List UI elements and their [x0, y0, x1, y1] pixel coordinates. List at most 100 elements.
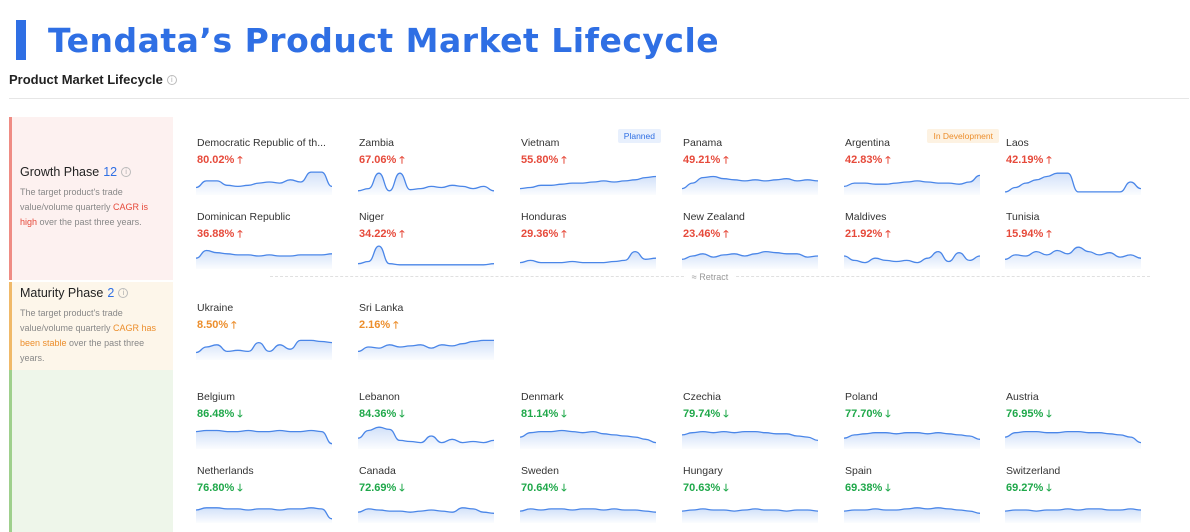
- growth-percent: 70.63%: [683, 482, 721, 494]
- sparkline-line: [195, 171, 333, 189]
- sparkline-area: [682, 431, 818, 449]
- sparkline-area: [844, 507, 980, 523]
- country-name: Czechia: [683, 391, 721, 403]
- sparkline-line: [357, 339, 494, 353]
- sparkline-line: [519, 429, 657, 444]
- country-name: New Zealand: [683, 211, 745, 223]
- arrow-down-icon: 🡓: [885, 483, 891, 494]
- country-card[interactable]: Czechia 79.74% 🡓: [681, 391, 823, 461]
- trend-sparkline: [357, 172, 495, 195]
- growth-percent: 34.22%: [359, 228, 397, 240]
- trend-sparkline: [195, 507, 333, 523]
- sparkline-area: [196, 507, 332, 523]
- country-name: Tunisia: [1006, 211, 1040, 223]
- trend-sparkline: [357, 426, 495, 449]
- sparkline-line: [843, 250, 981, 264]
- arrow-down-icon: 🡓: [237, 409, 243, 420]
- growth-percent: 15.94%: [1006, 228, 1044, 240]
- country-card[interactable]: Sri Lanka 2.16% 🡑: [357, 302, 499, 372]
- growth-value: 86.48% 🡓: [197, 407, 337, 424]
- growth-value: 42.83% 🡑: [845, 153, 985, 170]
- country-card[interactable]: Honduras 29.36% 🡑: [519, 211, 661, 281]
- sparkline-line: [843, 432, 981, 440]
- maturity-desc-pre: The target product's trade value/volume …: [20, 308, 123, 333]
- country-card[interactable]: Denmark 81.14% 🡓: [519, 391, 661, 461]
- country-card[interactable]: Niger 34.22% 🡑: [357, 211, 499, 281]
- sparkline-area: [520, 508, 656, 523]
- trend-sparkline: [195, 171, 333, 195]
- growth-value: 76.95% 🡓: [1006, 407, 1146, 424]
- trend-sparkline: [681, 175, 819, 195]
- growth-phase-panel: Growth Phase 12 i The target product's t…: [9, 117, 173, 280]
- sparkline-line: [681, 430, 819, 442]
- maturity-desc-highlight: CAGR has been stable: [20, 323, 157, 348]
- country-card[interactable]: Zambia 67.06% 🡑: [357, 137, 499, 207]
- retract-toggle[interactable]: ≈ Retract: [270, 271, 1150, 283]
- country-card[interactable]: Canada 72.69% 🡓: [357, 465, 499, 532]
- country-name: Dominican Republic: [197, 211, 291, 223]
- trend-sparkline: [843, 507, 981, 523]
- country-name: Lebanon: [359, 391, 400, 403]
- trend-sparkline: [519, 250, 657, 269]
- country-name: Hungary: [683, 465, 723, 477]
- maturity-phase-label: Maturity Phase: [20, 286, 104, 300]
- trend-sparkline: [843, 250, 981, 269]
- growth-percent: 80.02%: [197, 154, 235, 166]
- growth-value: 36.88% 🡑: [197, 227, 337, 244]
- growth-value: 21.92% 🡑: [845, 227, 985, 244]
- growth-value: 2.16% 🡑: [359, 318, 499, 335]
- growth-percent: 42.19%: [1006, 154, 1044, 166]
- country-name: Spain: [845, 465, 872, 477]
- sparkline-line: [1004, 430, 1142, 444]
- info-icon[interactable]: i: [166, 74, 177, 85]
- growth-percent: 69.27%: [1006, 482, 1044, 494]
- country-card[interactable]: Lebanon 84.36% 🡓: [357, 391, 499, 461]
- trend-sparkline: [1004, 430, 1142, 449]
- growth-percent: 76.80%: [197, 482, 235, 494]
- info-icon[interactable]: i: [121, 167, 132, 177]
- country-card[interactable]: Maldives 21.92% 🡑: [843, 211, 985, 281]
- country-card[interactable]: Democratic Republic of th... 80.02% 🡑: [195, 137, 337, 207]
- maturity-phase-title: Maturity Phase 2 i: [20, 286, 165, 300]
- country-card[interactable]: Netherlands 76.80% 🡓: [195, 465, 337, 532]
- sparkline-area: [1005, 431, 1141, 449]
- country-card[interactable]: Ukraine 8.50% 🡑: [195, 302, 337, 372]
- country-name: Panama: [683, 137, 723, 149]
- info-icon[interactable]: i: [118, 288, 129, 298]
- growth-value: 8.50% 🡑: [197, 318, 337, 335]
- retract-label[interactable]: ≈ Retract: [685, 272, 735, 282]
- growth-desc-highlight: CAGR is high: [20, 202, 149, 227]
- growth-value: 42.19% 🡑: [1006, 153, 1146, 170]
- sparkline-area: [196, 430, 332, 449]
- growth-value: 69.38% 🡓: [845, 481, 985, 498]
- growth-percent: 86.48%: [197, 408, 235, 420]
- country-card[interactable]: Panama 49.21% 🡑: [681, 137, 823, 207]
- country-card[interactable]: Hungary 70.63% 🡓: [681, 465, 823, 532]
- country-card[interactable]: Tunisia 15.94% 🡑: [1004, 211, 1146, 281]
- growth-percent: 70.64%: [521, 482, 559, 494]
- growth-percent: 23.46%: [683, 228, 721, 240]
- country-name: Maldives: [845, 211, 887, 223]
- growth-percent: 77.70%: [845, 408, 883, 420]
- country-card[interactable]: Spain 69.38% 🡓: [843, 465, 985, 532]
- country-card[interactable]: Argentina 42.83% 🡑 In Development: [843, 129, 999, 207]
- country-card[interactable]: Belgium 86.48% 🡓: [195, 391, 337, 461]
- trend-sparkline: [195, 249, 333, 269]
- country-card[interactable]: Vietnam 55.80% 🡑 Planned: [519, 129, 661, 207]
- growth-percent: 36.88%: [197, 228, 235, 240]
- country-card[interactable]: Poland 77.70% 🡓: [843, 391, 985, 461]
- banner-title: Tendata’s Product Market Lifecycle: [48, 20, 720, 60]
- growth-percent: 49.21%: [683, 154, 721, 166]
- growth-value: 81.14% 🡓: [521, 407, 661, 424]
- country-card[interactable]: Sweden 70.64% 🡓: [519, 465, 661, 532]
- country-card[interactable]: New Zealand 23.46% 🡑: [681, 211, 823, 281]
- country-card[interactable]: Laos 42.19% 🡑: [1004, 137, 1146, 207]
- country-card[interactable]: Austria 76.95% 🡓: [1004, 391, 1146, 461]
- sparkline-area: [196, 340, 332, 360]
- sparkline-area: [358, 427, 494, 449]
- section-divider: [9, 98, 1189, 99]
- sparkline-area: [1005, 508, 1141, 523]
- country-card[interactable]: Dominican Republic 36.88% 🡑: [195, 211, 337, 281]
- sparkline-line: [519, 250, 657, 264]
- country-card[interactable]: Switzerland 69.27% 🡓: [1004, 465, 1146, 532]
